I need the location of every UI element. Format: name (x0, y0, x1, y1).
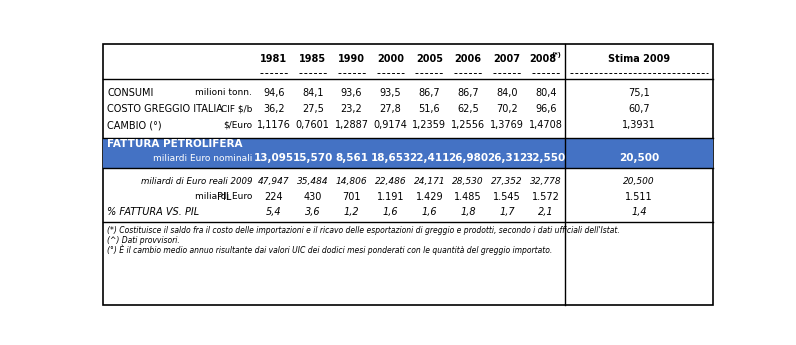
Text: 430: 430 (303, 192, 322, 202)
Text: (*): (*) (551, 52, 561, 58)
Text: 84,0: 84,0 (496, 88, 517, 98)
Text: 1,6: 1,6 (383, 207, 398, 217)
Text: 1,3769: 1,3769 (490, 120, 524, 130)
Text: COSTO GREGGIO ITALIA: COSTO GREGGIO ITALIA (107, 104, 223, 114)
Text: 14,806: 14,806 (336, 177, 368, 186)
Text: (^) Dati provvisori.: (^) Dati provvisori. (107, 236, 180, 245)
Bar (103, 138, 712, 168)
Text: 1,4: 1,4 (631, 207, 646, 217)
Text: (°) È il cambio medio annuo risultante dai valori UIC dei dodici mesi ponderati : (°) È il cambio medio annuo risultante d… (107, 245, 552, 255)
Text: 23,2: 23,2 (341, 104, 362, 114)
Text: % FATTURA VS. PIL: % FATTURA VS. PIL (107, 207, 199, 217)
Text: 1.485: 1.485 (455, 192, 482, 202)
Text: 86,7: 86,7 (458, 88, 479, 98)
Text: 20,500: 20,500 (623, 177, 655, 186)
Text: 5,4: 5,4 (266, 207, 282, 217)
Text: PIL: PIL (217, 192, 232, 202)
Text: 18,653: 18,653 (370, 154, 411, 164)
Text: 20,500: 20,500 (618, 154, 659, 164)
Text: 1990: 1990 (338, 54, 365, 64)
Text: 2005: 2005 (416, 54, 443, 64)
Text: 84,1: 84,1 (302, 88, 323, 98)
Text: 1.429: 1.429 (416, 192, 443, 202)
Text: 1.511: 1.511 (625, 192, 653, 202)
Text: miliardi Euro nominali: miliardi Euro nominali (153, 154, 252, 163)
Text: 2000: 2000 (377, 54, 404, 64)
Text: 26,312: 26,312 (487, 154, 527, 164)
Text: 62,5: 62,5 (457, 104, 479, 114)
Text: 47,947: 47,947 (258, 177, 290, 186)
Text: 70,2: 70,2 (496, 104, 518, 114)
Text: 0,9174: 0,9174 (373, 120, 408, 130)
Text: Stima 2009: Stima 2009 (608, 54, 670, 64)
Text: 0,7601: 0,7601 (296, 120, 330, 130)
Text: 1,7: 1,7 (499, 207, 515, 217)
Text: 1,2359: 1,2359 (412, 120, 447, 130)
Text: 1,2: 1,2 (344, 207, 360, 217)
Text: miliardi Euro: miliardi Euro (195, 193, 252, 201)
Text: 2008: 2008 (529, 54, 556, 64)
Text: 22,486: 22,486 (375, 177, 406, 186)
Text: 1,6: 1,6 (422, 207, 437, 217)
Text: 26,980: 26,980 (448, 154, 488, 164)
Text: 1,4708: 1,4708 (529, 120, 563, 130)
Text: CONSUMI: CONSUMI (107, 88, 154, 98)
Text: CAMBIO (°): CAMBIO (°) (107, 120, 162, 130)
Text: 93,5: 93,5 (380, 88, 401, 98)
Text: 1.191: 1.191 (377, 192, 404, 202)
Text: 27,5: 27,5 (302, 104, 324, 114)
Text: 1,2887: 1,2887 (334, 120, 369, 130)
Text: 94,6: 94,6 (263, 88, 285, 98)
Text: 75,1: 75,1 (628, 88, 650, 98)
Text: 27,352: 27,352 (491, 177, 523, 186)
Text: 1985: 1985 (299, 54, 326, 64)
Text: 1,1176: 1,1176 (257, 120, 291, 130)
Text: 80,4: 80,4 (535, 88, 556, 98)
Text: 22,411: 22,411 (409, 154, 450, 164)
Text: 86,7: 86,7 (419, 88, 440, 98)
Text: milioni tonn.: milioni tonn. (195, 88, 252, 98)
Text: 96,6: 96,6 (535, 104, 556, 114)
Text: 51,6: 51,6 (419, 104, 440, 114)
Text: (*) Costituisce il saldo fra il costo delle importazioni e il ricavo delle espor: (*) Costituisce il saldo fra il costo de… (107, 226, 620, 235)
Text: 8,561: 8,561 (335, 154, 368, 164)
Text: 2006: 2006 (455, 54, 482, 64)
Text: 1,3931: 1,3931 (622, 120, 656, 130)
Text: 224: 224 (264, 192, 283, 202)
Text: 27,8: 27,8 (380, 104, 401, 114)
Text: 3,6: 3,6 (305, 207, 321, 217)
Text: $/Euro: $/Euro (223, 121, 252, 130)
Text: 32,550: 32,550 (525, 154, 566, 164)
Text: miliardi di Euro reali 2009: miliardi di Euro reali 2009 (141, 177, 252, 186)
Text: 1.572: 1.572 (532, 192, 560, 202)
Text: 24,171: 24,171 (413, 177, 445, 186)
Text: 1981: 1981 (260, 54, 287, 64)
Text: 701: 701 (342, 192, 361, 202)
Text: 32,778: 32,778 (530, 177, 562, 186)
Text: 15,570: 15,570 (293, 154, 333, 164)
Text: 1.545: 1.545 (494, 192, 521, 202)
Text: 60,7: 60,7 (628, 104, 650, 114)
Text: 2007: 2007 (494, 54, 521, 64)
Text: CIF $/b: CIF $/b (220, 105, 252, 114)
Text: 2,1: 2,1 (538, 207, 554, 217)
Text: FATTURA PETROLIFERA: FATTURA PETROLIFERA (107, 139, 243, 149)
Text: 1,8: 1,8 (460, 207, 476, 217)
Text: 13,095: 13,095 (254, 154, 294, 164)
Text: 36,2: 36,2 (263, 104, 285, 114)
Text: 1,2556: 1,2556 (451, 120, 486, 130)
Text: 93,6: 93,6 (341, 88, 362, 98)
Text: 35,484: 35,484 (297, 177, 329, 186)
Text: 28,530: 28,530 (452, 177, 484, 186)
